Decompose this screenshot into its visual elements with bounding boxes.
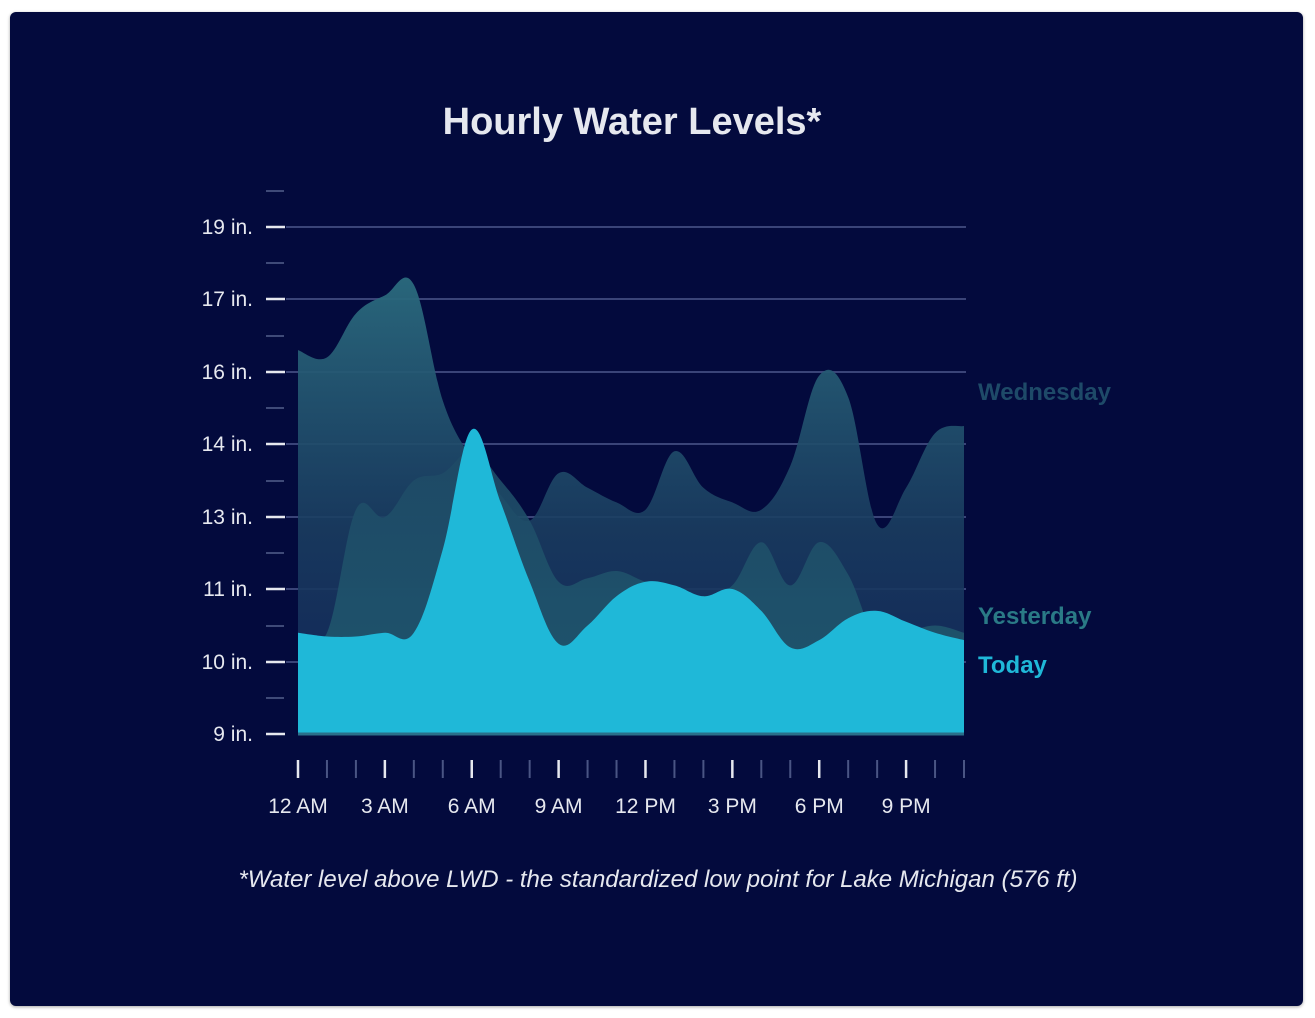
x-tick-label: 9 AM <box>535 795 583 818</box>
chart-footnote: *Water level above LWD - the standardize… <box>238 866 1077 893</box>
chart-card: Hourly Water Levels* 9 in. 10 in. 11 in. 13… <box>10 12 1303 1006</box>
x-axis: 12 AM 3 AM 6 AM 9 AM 12 PM 3 PM 6 PM 9 PM <box>268 732 965 818</box>
x-tick-label: 6 PM <box>795 795 844 818</box>
y-tick-label: 9 in. <box>213 723 253 746</box>
chart-title: Hourly Water Levels* <box>443 101 822 143</box>
today-area <box>298 428 964 734</box>
y-tick-label: 17 in. <box>202 288 253 311</box>
x-tick-label: 12 PM <box>615 795 676 818</box>
x-tick-label: 3 PM <box>708 795 757 818</box>
y-axis: 9 in. 10 in. 11 in. 13 in. 14 in. 16 in. 17 in… <box>202 190 285 746</box>
x-tick-label: 9 PM <box>882 795 931 818</box>
series-areas <box>298 277 964 734</box>
y-tick-label: 13 in. <box>202 506 253 529</box>
y-tick-label: 16 in. <box>202 361 253 384</box>
series-label-yesterday: Yesterday <box>978 603 1092 630</box>
y-tick-label: 10 in. <box>202 651 253 674</box>
y-tick-label: 19 in. <box>202 216 253 239</box>
series-label-today: Today <box>978 652 1048 679</box>
water-level-chart: Hourly Water Levels* 9 in. 10 in. 11 in. 13… <box>202 101 1112 893</box>
y-tick-label: 14 in. <box>202 433 253 456</box>
y-tick-label: 11 in. <box>203 578 253 601</box>
x-tick-label: 3 AM <box>361 795 409 818</box>
series-label-wednesday: Wednesday <box>978 379 1112 406</box>
x-tick-label: 12 AM <box>268 795 328 818</box>
x-tick-label: 6 AM <box>448 795 496 818</box>
series-labels: Wednesday Yesterday Today <box>978 379 1112 679</box>
